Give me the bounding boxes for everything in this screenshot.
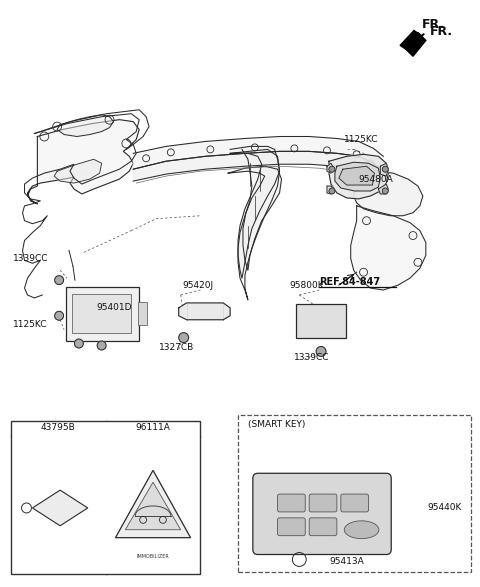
Text: FR.: FR. [422, 18, 445, 31]
Circle shape [383, 166, 388, 172]
Polygon shape [378, 184, 388, 194]
Polygon shape [228, 166, 281, 270]
Polygon shape [327, 163, 334, 173]
Bar [11, 421, 201, 574]
Polygon shape [179, 303, 230, 320]
Text: 96111A: 96111A [135, 423, 170, 432]
Polygon shape [339, 166, 374, 185]
Text: 95420J: 95420J [183, 281, 214, 289]
Text: 95401D: 95401D [96, 303, 132, 312]
Polygon shape [116, 470, 191, 538]
Polygon shape [327, 186, 334, 194]
Polygon shape [33, 490, 88, 526]
Text: FR.: FR. [430, 25, 453, 38]
Polygon shape [380, 163, 388, 176]
Circle shape [316, 346, 326, 356]
Circle shape [179, 333, 189, 343]
Polygon shape [335, 162, 380, 191]
Polygon shape [354, 171, 423, 216]
Circle shape [74, 339, 84, 348]
Text: (SMART KEY): (SMART KEY) [248, 420, 305, 429]
FancyBboxPatch shape [341, 494, 369, 512]
Polygon shape [133, 151, 386, 193]
Polygon shape [133, 137, 384, 171]
Text: 43795B: 43795B [41, 423, 75, 432]
FancyBboxPatch shape [66, 287, 139, 340]
Text: 1125KC: 1125KC [12, 320, 47, 329]
Text: 95800K: 95800K [289, 281, 324, 289]
Text: IMMOBILIZER: IMMOBILIZER [137, 554, 169, 559]
FancyBboxPatch shape [253, 473, 391, 555]
Circle shape [329, 166, 335, 172]
Text: 95413A: 95413A [329, 557, 364, 566]
Polygon shape [329, 154, 388, 199]
FancyBboxPatch shape [72, 295, 131, 333]
Polygon shape [400, 31, 420, 49]
Text: REF.84-847: REF.84-847 [319, 277, 380, 287]
FancyBboxPatch shape [309, 518, 337, 536]
FancyBboxPatch shape [238, 415, 471, 572]
Polygon shape [57, 114, 113, 137]
Text: 95440K: 95440K [428, 504, 462, 512]
Circle shape [55, 311, 63, 321]
Polygon shape [54, 159, 102, 183]
Polygon shape [125, 482, 180, 529]
Polygon shape [3, 3, 477, 584]
Polygon shape [405, 32, 426, 56]
Polygon shape [27, 120, 139, 204]
Circle shape [383, 188, 388, 194]
FancyBboxPatch shape [138, 302, 146, 325]
Circle shape [55, 276, 63, 285]
Text: 1327CB: 1327CB [159, 343, 194, 352]
Text: 1339CC: 1339CC [12, 254, 48, 263]
Text: 1125KC: 1125KC [344, 135, 378, 144]
Polygon shape [230, 149, 279, 278]
Polygon shape [351, 206, 426, 290]
Ellipse shape [344, 521, 379, 539]
Text: 95480A: 95480A [359, 174, 394, 184]
Text: 1339CC: 1339CC [294, 353, 330, 362]
Polygon shape [230, 146, 279, 300]
FancyBboxPatch shape [309, 494, 337, 512]
Circle shape [97, 341, 106, 350]
FancyBboxPatch shape [296, 304, 346, 338]
FancyBboxPatch shape [277, 518, 305, 536]
FancyBboxPatch shape [277, 494, 305, 512]
Circle shape [329, 188, 335, 194]
